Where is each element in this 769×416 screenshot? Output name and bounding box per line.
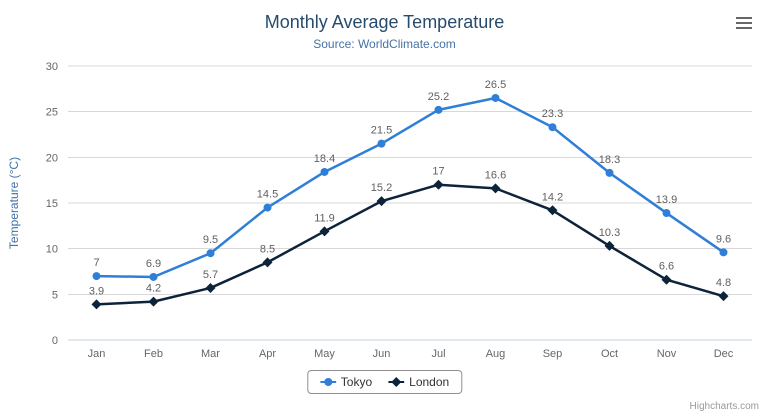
credits-link[interactable]: Highcharts.com	[689, 401, 759, 412]
data-point-marker[interactable]	[433, 179, 444, 190]
data-point-marker[interactable]	[548, 123, 557, 132]
legend: Tokyo London	[306, 370, 463, 394]
data-point-marker[interactable]	[91, 299, 102, 310]
data-point-marker[interactable]	[92, 272, 101, 281]
series-line-tokyo[interactable]	[95, 96, 725, 279]
legend-item-london[interactable]: London	[388, 375, 449, 389]
data-point-marker[interactable]	[661, 274, 672, 285]
data-label: 15.2	[371, 182, 392, 194]
data-point-marker[interactable]	[206, 249, 215, 258]
legend-marker-icon	[319, 378, 336, 386]
data-label: 8.5	[260, 243, 275, 255]
data-point-marker[interactable]	[148, 296, 159, 307]
x-axis-label: Sep	[543, 348, 563, 360]
hamburger-icon	[736, 17, 752, 29]
data-label: 26.5	[485, 79, 506, 91]
y-axis-title: Temperature (°C)	[7, 157, 21, 249]
x-axis-label: Jul	[431, 348, 445, 360]
data-label: 4.8	[716, 277, 731, 289]
legend-item-tokyo[interactable]: Tokyo	[319, 375, 373, 389]
x-axis-label: Dec	[714, 348, 734, 360]
x-axis-label: Jan	[88, 348, 106, 360]
data-label: 16.6	[485, 169, 506, 181]
data-point-marker[interactable]	[262, 257, 273, 268]
chart-subtitle: Source: WorldClimate.com	[313, 37, 456, 51]
y-axis-tick-label: 30	[46, 61, 58, 73]
data-point-marker[interactable]	[719, 248, 728, 257]
data-point-marker[interactable]	[434, 105, 443, 114]
series-line-london[interactable]	[95, 183, 725, 306]
data-point-marker[interactable]	[604, 240, 615, 251]
y-axis-tick-label: 5	[52, 289, 58, 301]
x-axis-label: Nov	[657, 348, 677, 360]
data-label: 6.6	[659, 261, 674, 273]
data-point-marker[interactable]	[205, 282, 216, 293]
data-point-marker[interactable]	[490, 183, 501, 194]
legend-label: London	[409, 375, 450, 389]
x-axis-label: Jun	[373, 348, 391, 360]
data-label: 7	[93, 257, 99, 269]
data-label: 10.3	[599, 227, 620, 239]
data-label: 21.5	[371, 125, 392, 137]
y-axis-tick-label: 25	[46, 107, 58, 119]
chart-title: Monthly Average Temperature	[264, 12, 505, 32]
data-point-marker[interactable]	[319, 226, 330, 237]
x-axis-label: Feb	[144, 348, 163, 360]
data-point-marker[interactable]	[149, 272, 158, 281]
data-point-marker[interactable]	[491, 93, 500, 102]
data-label: 18.3	[599, 154, 620, 166]
x-axis-label: Oct	[601, 348, 618, 360]
x-axis-label: Mar	[201, 348, 220, 360]
data-point-marker[interactable]	[605, 168, 614, 177]
data-label: 4.2	[146, 283, 161, 295]
legend-label: Tokyo	[340, 375, 373, 389]
y-axis-tick-label: 10	[46, 244, 58, 256]
data-label: 11.9	[314, 212, 335, 224]
data-label: 18.4	[314, 153, 335, 165]
y-axis-tick-label: 0	[52, 335, 58, 347]
y-axis-tick-label: 20	[46, 152, 58, 164]
data-point-marker[interactable]	[376, 196, 387, 207]
data-label: 17	[432, 166, 444, 178]
data-label: 14.5	[257, 189, 278, 201]
data-point-marker[interactable]	[320, 167, 329, 176]
data-label: 9.6	[716, 233, 731, 245]
data-label: 23.3	[542, 108, 563, 120]
data-label: 3.9	[89, 285, 104, 297]
data-point-marker[interactable]	[547, 205, 558, 216]
data-point-marker[interactable]	[718, 291, 729, 302]
context-menu-button[interactable]	[731, 12, 757, 34]
y-axis-tick-label: 15	[46, 198, 58, 210]
x-axis-label: Aug	[486, 348, 506, 360]
data-label: 25.2	[428, 91, 449, 103]
data-label: 6.9	[146, 258, 161, 270]
x-axis-label: May	[314, 348, 335, 360]
data-point-marker[interactable]	[377, 139, 386, 148]
x-axis-label: Apr	[259, 348, 276, 360]
data-point-marker[interactable]	[263, 203, 272, 212]
legend-marker-icon	[388, 377, 405, 387]
data-label: 14.2	[542, 191, 563, 203]
data-label: 9.5	[203, 234, 218, 246]
data-point-marker[interactable]	[662, 209, 671, 218]
data-label: 5.7	[203, 269, 218, 281]
data-label: 13.9	[656, 194, 677, 206]
